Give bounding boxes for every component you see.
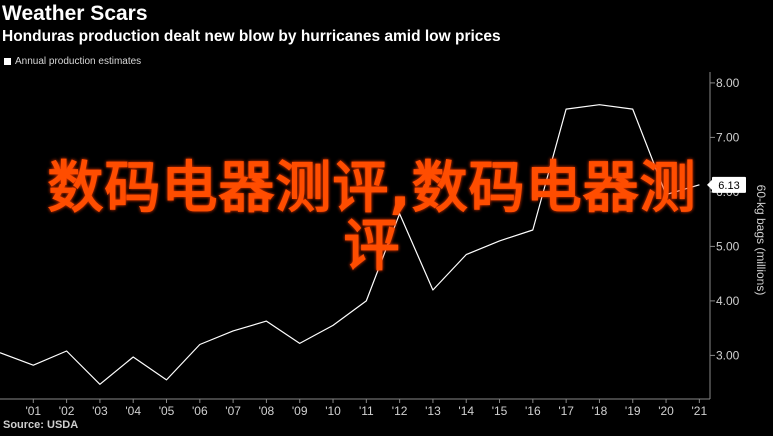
last-value-box <box>712 176 746 193</box>
y-axis-label: 60-kg bags (millions) <box>754 185 768 296</box>
y-tick-label: 4.00 <box>716 294 740 308</box>
x-tick-label: '06 <box>192 404 208 418</box>
x-tick-label: '18 <box>592 404 608 418</box>
x-tick-label: '12 <box>392 404 408 418</box>
last-value-label: 6.13 <box>718 180 739 192</box>
x-tick-label: '19 <box>625 404 641 418</box>
x-tick-label: '17 <box>558 404 574 418</box>
x-tick-label: '05 <box>159 404 175 418</box>
x-tick-label: '01 <box>25 404 41 418</box>
x-tick-label: '08 <box>259 404 275 418</box>
x-tick-label: '16 <box>525 404 541 418</box>
chart-subtitle: Honduras production dealt new blow by hu… <box>2 28 501 45</box>
chart-axes <box>0 72 711 400</box>
x-tick-label: '03 <box>92 404 108 418</box>
x-tick-label: '02 <box>59 404 75 418</box>
x-tick-label: '09 <box>292 404 308 418</box>
x-tick-label: '15 <box>492 404 508 418</box>
series-line <box>0 104 700 385</box>
x-tick-label: '13 <box>425 404 441 418</box>
x-axis-ticks: '01 '02 '03 '04 '05 '06 '07 '08 '09 '10 '11 '12 '13 '… <box>25 399 707 418</box>
watermark-overlay-text: 数码电器测评,数码电器测评 <box>47 156 697 279</box>
y-axis-ticks: 3.004.005.006.007.008.00 <box>710 76 740 362</box>
chart-title: Weather Scars <box>2 2 148 25</box>
y-tick-label: 3.00 <box>716 348 740 362</box>
y-tick-label: 7.00 <box>716 130 740 144</box>
legend-label: Annual production estimates <box>15 56 142 67</box>
y-tick-label: 8.00 <box>716 76 740 90</box>
x-tick-label: '07 <box>225 404 241 418</box>
x-tick-label: '04 <box>125 404 141 418</box>
legend: Annual production estimates <box>4 56 141 67</box>
last-value-pointer <box>707 178 713 191</box>
y-tick-label: 5.00 <box>716 239 740 253</box>
series-group <box>0 104 700 385</box>
x-tick-label: '20 <box>658 404 674 418</box>
x-tick-label: '10 <box>325 404 341 418</box>
x-tick-label: '11 <box>359 404 374 418</box>
source-note: Source: USDA <box>3 419 79 431</box>
x-tick-label: '14 <box>458 404 474 418</box>
last-value-group: 6.13 <box>707 176 746 193</box>
legend-swatch <box>4 58 11 65</box>
x-tick-label: '21 <box>692 404 708 418</box>
